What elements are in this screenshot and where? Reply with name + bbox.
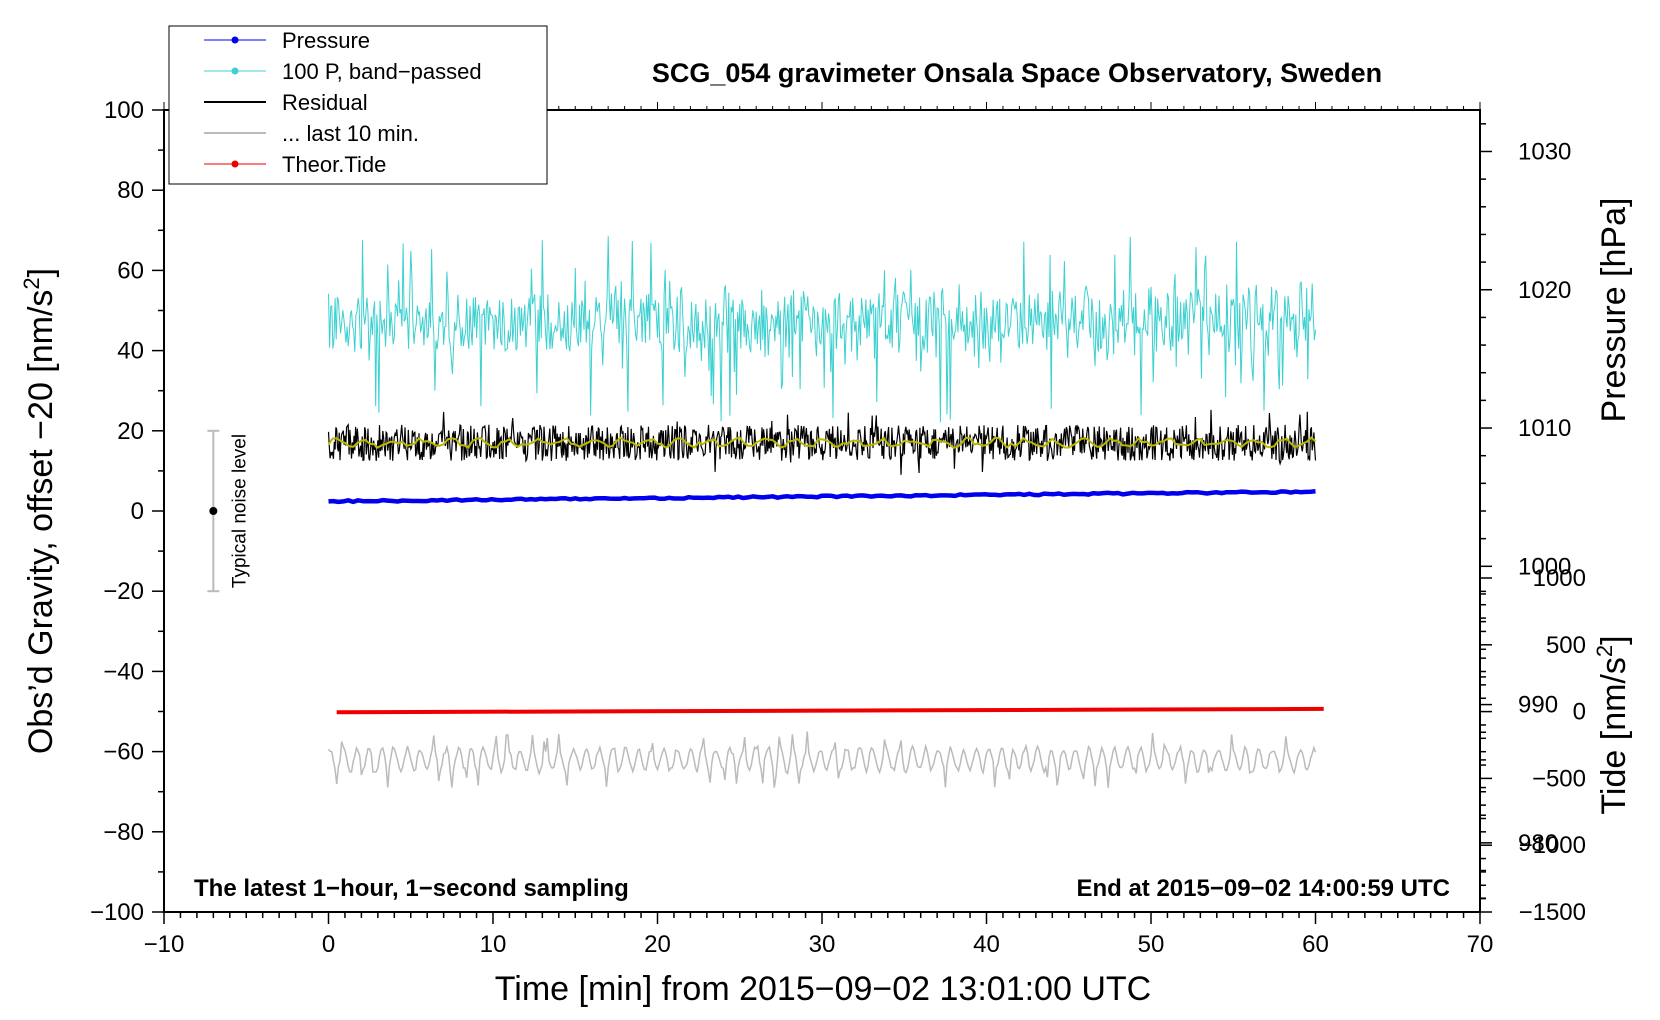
y-tide-tick-label: 500 (1546, 632, 1586, 659)
x-tick-label: 60 (1302, 931, 1329, 958)
series-band-passed-line (328, 236, 1316, 423)
y-pressure-tick-label: 1020 (1518, 277, 1571, 304)
series-pressure-line (328, 488, 1316, 505)
y-tide-tick-label: 0 (1573, 699, 1586, 726)
y-axis-left-title-sup: 2 (19, 277, 44, 289)
series-last-10-min-line (327, 731, 1317, 788)
y-axis-left: 100 80 60 40 20 0 −20 −40 −60 −80 −100 (90, 97, 164, 926)
y-pressure-tick-label: 1030 (1518, 138, 1571, 165)
legend: Pressure 100 P, band−passed Residual ... la… (168, 25, 548, 185)
y-axis-tide: 1000 500 0 −500 −1000 −1500 (1480, 565, 1586, 926)
y-left-tick-label: 100 (104, 97, 144, 124)
noise-center-dot (209, 507, 218, 515)
x-tick-label: −10 (144, 931, 185, 958)
noise-level-indicator: Typical noise level (207, 429, 250, 593)
note-sampling: The latest 1−hour, 1−second sampling (194, 875, 629, 902)
y-left-tick-label: 20 (117, 418, 144, 445)
note-end-time: End at 2015−09−02 14:00:59 UTC (1076, 875, 1450, 902)
y-axis-left-title: Obs’d Gravity, offset −20 [nm/s2] (19, 268, 60, 754)
y-left-tick-label: 0 (131, 498, 144, 525)
x-tick-label: 40 (973, 931, 1000, 958)
y-left-tick-label: −20 (103, 578, 144, 605)
legend-label: Residual (282, 90, 368, 115)
x-tick-label: 10 (480, 931, 507, 958)
y-axis-tide-title-sup: 2 (1592, 645, 1617, 657)
chart-title: SCG_054 gravimeter Onsala Space Observat… (652, 58, 1382, 88)
series-layer (327, 236, 1324, 788)
y-axis-left-title-main: Obs’d Gravity, offset −20 [nm/s (22, 290, 60, 755)
y-left-tick-label: 60 (117, 257, 144, 284)
y-tide-tick-label: 1000 (1533, 565, 1586, 592)
legend-label: ... last 10 min. (282, 121, 419, 146)
x-tick-label: 50 (1138, 931, 1165, 958)
x-tick-label: 30 (809, 931, 836, 958)
y-tide-tick-label: −1000 (1519, 832, 1586, 859)
y-tide-tick-label: −500 (1532, 765, 1586, 792)
y-axis-pressure-title: Pressure [hPa] (1595, 198, 1633, 423)
x-tick-label: 0 (322, 931, 335, 958)
y-pressure-tick-label: 1010 (1518, 415, 1571, 442)
x-axis: −10 0 10 20 30 40 50 60 70 (144, 912, 1494, 958)
y-left-tick-label: 40 (117, 338, 144, 365)
series-residual-smoothed-line (327, 436, 1317, 449)
y-axis-tide-title-main: Tide [nm/s (1595, 657, 1633, 814)
y-axis-tide-title: Tide [nm/s2] (1592, 635, 1633, 814)
y-left-tick-label: −80 (103, 819, 144, 846)
y-pressure-tick-label: 980 (1518, 830, 1558, 857)
noise-label: Typical noise level (229, 434, 250, 588)
y-pressure-tick-label: 1000 (1518, 553, 1571, 580)
legend-swatch-marker (231, 160, 239, 168)
series-residual-line (327, 409, 1317, 475)
y-tide-tick-label: −1500 (1519, 899, 1586, 926)
x-axis-title: Time [min] from 2015−09−02 13:01:00 UTC (495, 970, 1151, 1008)
legend-label: 100 P, band−passed (282, 59, 482, 84)
y-axis-tide-title-end: ] (1595, 635, 1633, 644)
legend-box (168, 25, 548, 185)
y-left-tick-label: −60 (103, 739, 144, 766)
legend-swatch-marker (231, 67, 239, 75)
y-pressure-tick-label: 990 (1518, 692, 1558, 719)
legend-label: Theor.Tide (282, 152, 386, 177)
series-theoretical-tide-line (336, 706, 1324, 715)
y-left-tick-label: −100 (90, 899, 144, 926)
y-axis-left-title-end: ] (22, 268, 60, 277)
legend-label: Pressure (282, 28, 370, 53)
y-axis-pressure: 1030 1020 1010 1000 990 980 (1480, 123, 1571, 899)
x-tick-label: 20 (644, 931, 671, 958)
y-left-tick-label: −40 (103, 658, 144, 685)
x-tick-label: 70 (1467, 931, 1494, 958)
y-left-tick-label: 80 (117, 177, 144, 204)
legend-swatch-marker (231, 36, 239, 44)
